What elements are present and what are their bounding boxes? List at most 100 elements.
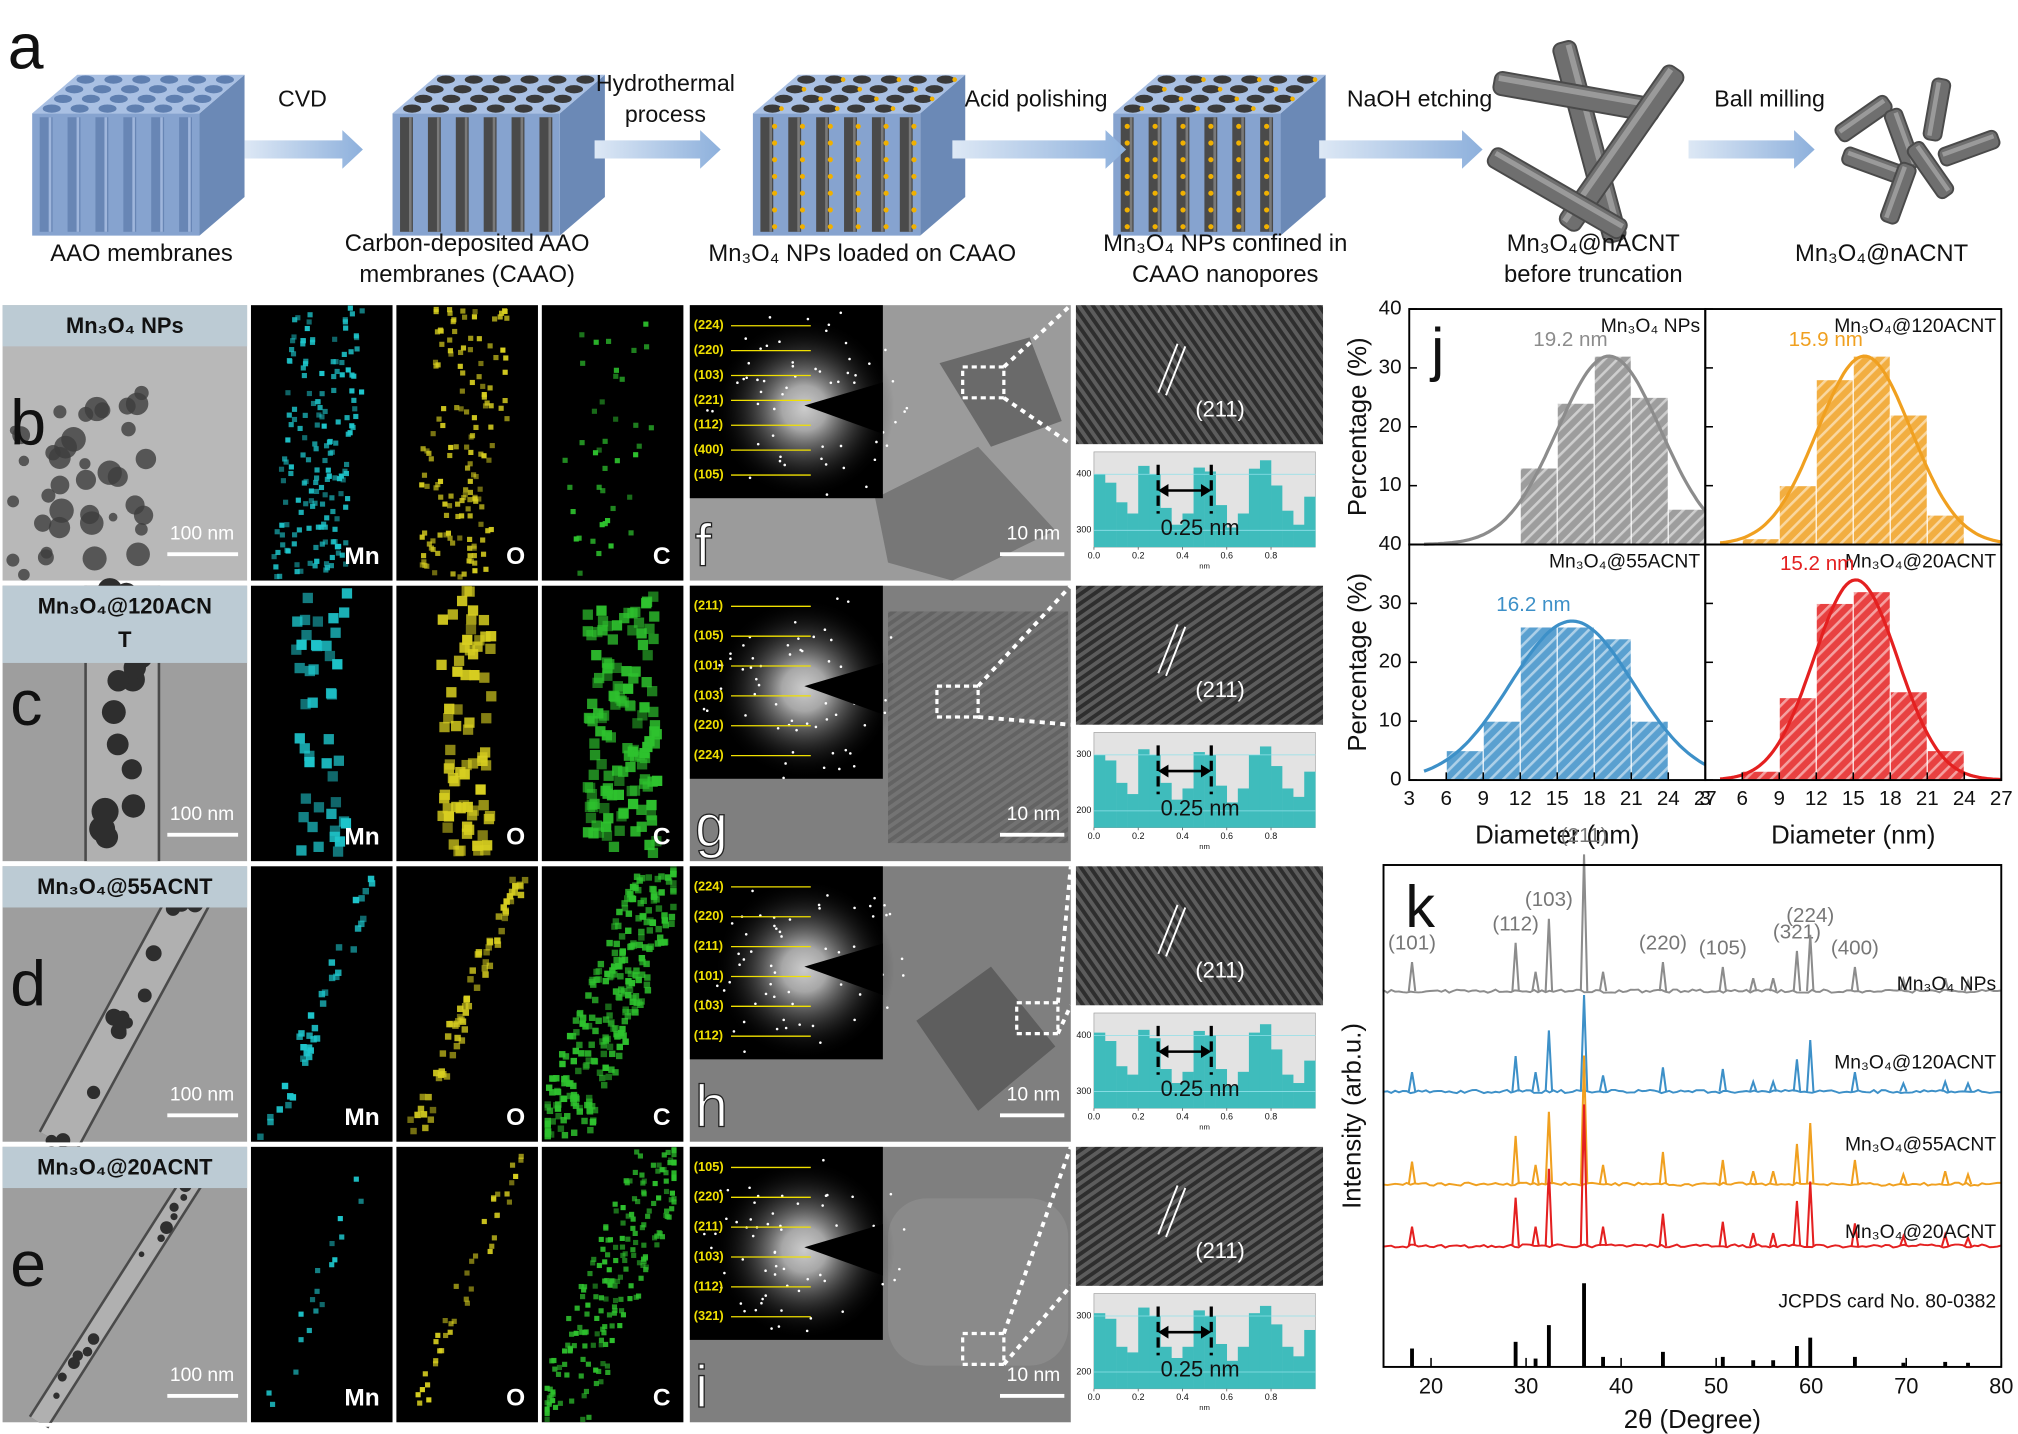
histogram-bar [1556, 402, 1595, 546]
eds-pixel [468, 1286, 474, 1292]
profile-bar [1282, 510, 1294, 548]
diffraction-spot [791, 1002, 794, 1006]
eds-pixel [630, 666, 641, 677]
fit-label: 15.9 nm [1789, 328, 1863, 351]
eds-pixel [473, 845, 484, 856]
pore [914, 94, 933, 104]
profile-bar [1093, 1032, 1106, 1109]
channel-edge [1241, 117, 1244, 232]
eds-pixel [313, 1035, 321, 1042]
eds-pixel [463, 1296, 469, 1302]
diffraction-spot [872, 1224, 875, 1228]
map-element: O [506, 1104, 525, 1131]
step-caption: Mn₃O₄@nACNT [1795, 240, 1968, 267]
eds-pixel [605, 518, 611, 524]
plane-mark [1165, 345, 1187, 396]
diffraction-spot [775, 1027, 779, 1031]
pore [1207, 104, 1226, 113]
pore [825, 75, 844, 84]
eds-pixel [625, 1236, 631, 1242]
eds-pixel [610, 699, 621, 710]
eds-pixel [467, 536, 473, 542]
diffraction-spot [868, 362, 871, 365]
saed-index: (101) [694, 657, 724, 672]
eds-pixel [488, 526, 494, 533]
diffraction-spot [820, 457, 823, 461]
eds-pixel [307, 1047, 314, 1054]
diffraction-spot [779, 455, 782, 459]
profile-bar [1193, 752, 1205, 828]
crystal [875, 446, 1056, 581]
channel-edge [464, 117, 468, 232]
particle [827, 140, 833, 146]
eds-pixel [572, 1047, 580, 1055]
eds-pixel [612, 1283, 618, 1289]
eds-pixel [637, 900, 644, 907]
pore [1123, 104, 1142, 113]
saed-index: (103) [694, 367, 724, 382]
channel-edge [1213, 117, 1216, 232]
x-tick-label: 27 [1990, 787, 2013, 810]
sample-title: Mn₃O₄@55ACNT [37, 874, 213, 899]
profile-bar [1248, 754, 1261, 828]
diffraction-spot [785, 386, 788, 390]
xrd-baseline [1382, 988, 2002, 994]
eds-pixel [443, 811, 455, 822]
pore [486, 104, 505, 113]
histogram-bar [1519, 467, 1558, 546]
eds-pixel [450, 571, 456, 577]
diffraction-spot [819, 1273, 822, 1277]
eds-pixel [448, 444, 454, 451]
eds-pixel [599, 522, 605, 528]
eds-pixel [589, 738, 600, 749]
profile-bar [1237, 1346, 1250, 1389]
spacing-label: 0.25 nm [1161, 1076, 1240, 1101]
eds-pixel [619, 1308, 625, 1314]
eds-pixel [643, 1264, 649, 1270]
eds-pixel [664, 1213, 670, 1220]
eds-pixel [609, 1337, 615, 1344]
eds-pixel [327, 438, 333, 445]
pore [542, 104, 561, 113]
eds-pixel [562, 1053, 570, 1060]
eds-pixel [487, 1248, 493, 1255]
eds-pixel [463, 409, 470, 415]
diffraction-spot [805, 722, 809, 725]
particle [1152, 207, 1158, 213]
pore [1285, 85, 1304, 94]
particle [911, 190, 917, 196]
eds-pixel [424, 483, 430, 489]
eds-pixel [629, 751, 641, 762]
eds-pixel [603, 1341, 609, 1348]
eds-pixel [659, 1234, 666, 1240]
eds-pixel [447, 348, 453, 354]
eds-pixel [467, 553, 473, 559]
eds-pixel [462, 724, 474, 735]
eds-pixel [421, 559, 427, 565]
eds-pixel [285, 390, 291, 396]
pore [65, 85, 84, 94]
diffraction-spot [791, 361, 795, 364]
eds-pixel [482, 403, 489, 409]
diffraction-spot [791, 364, 795, 368]
eds-pixel [566, 1092, 574, 1100]
eds-pixel [624, 700, 636, 711]
eds-pixel [622, 1038, 629, 1045]
eds-pixel [339, 359, 345, 366]
arrowhead [1158, 764, 1169, 778]
eds-pixel [257, 1133, 264, 1140]
eds-pixel [547, 1386, 553, 1392]
eds-pixel [639, 958, 646, 966]
channel-edge [1129, 117, 1133, 232]
eds-pixel [419, 1387, 425, 1393]
particle [1201, 77, 1206, 82]
xrd-peak [1531, 971, 1540, 992]
eds-pixel [472, 309, 478, 315]
diffraction-spot [753, 1201, 756, 1204]
eds-pixel [620, 1252, 626, 1258]
eds-pixel [636, 443, 642, 449]
peak-label: (211) [1561, 824, 1608, 847]
particle [883, 207, 889, 213]
profile-xlabel: nm [1199, 842, 1210, 851]
eds-pixel [341, 351, 347, 357]
